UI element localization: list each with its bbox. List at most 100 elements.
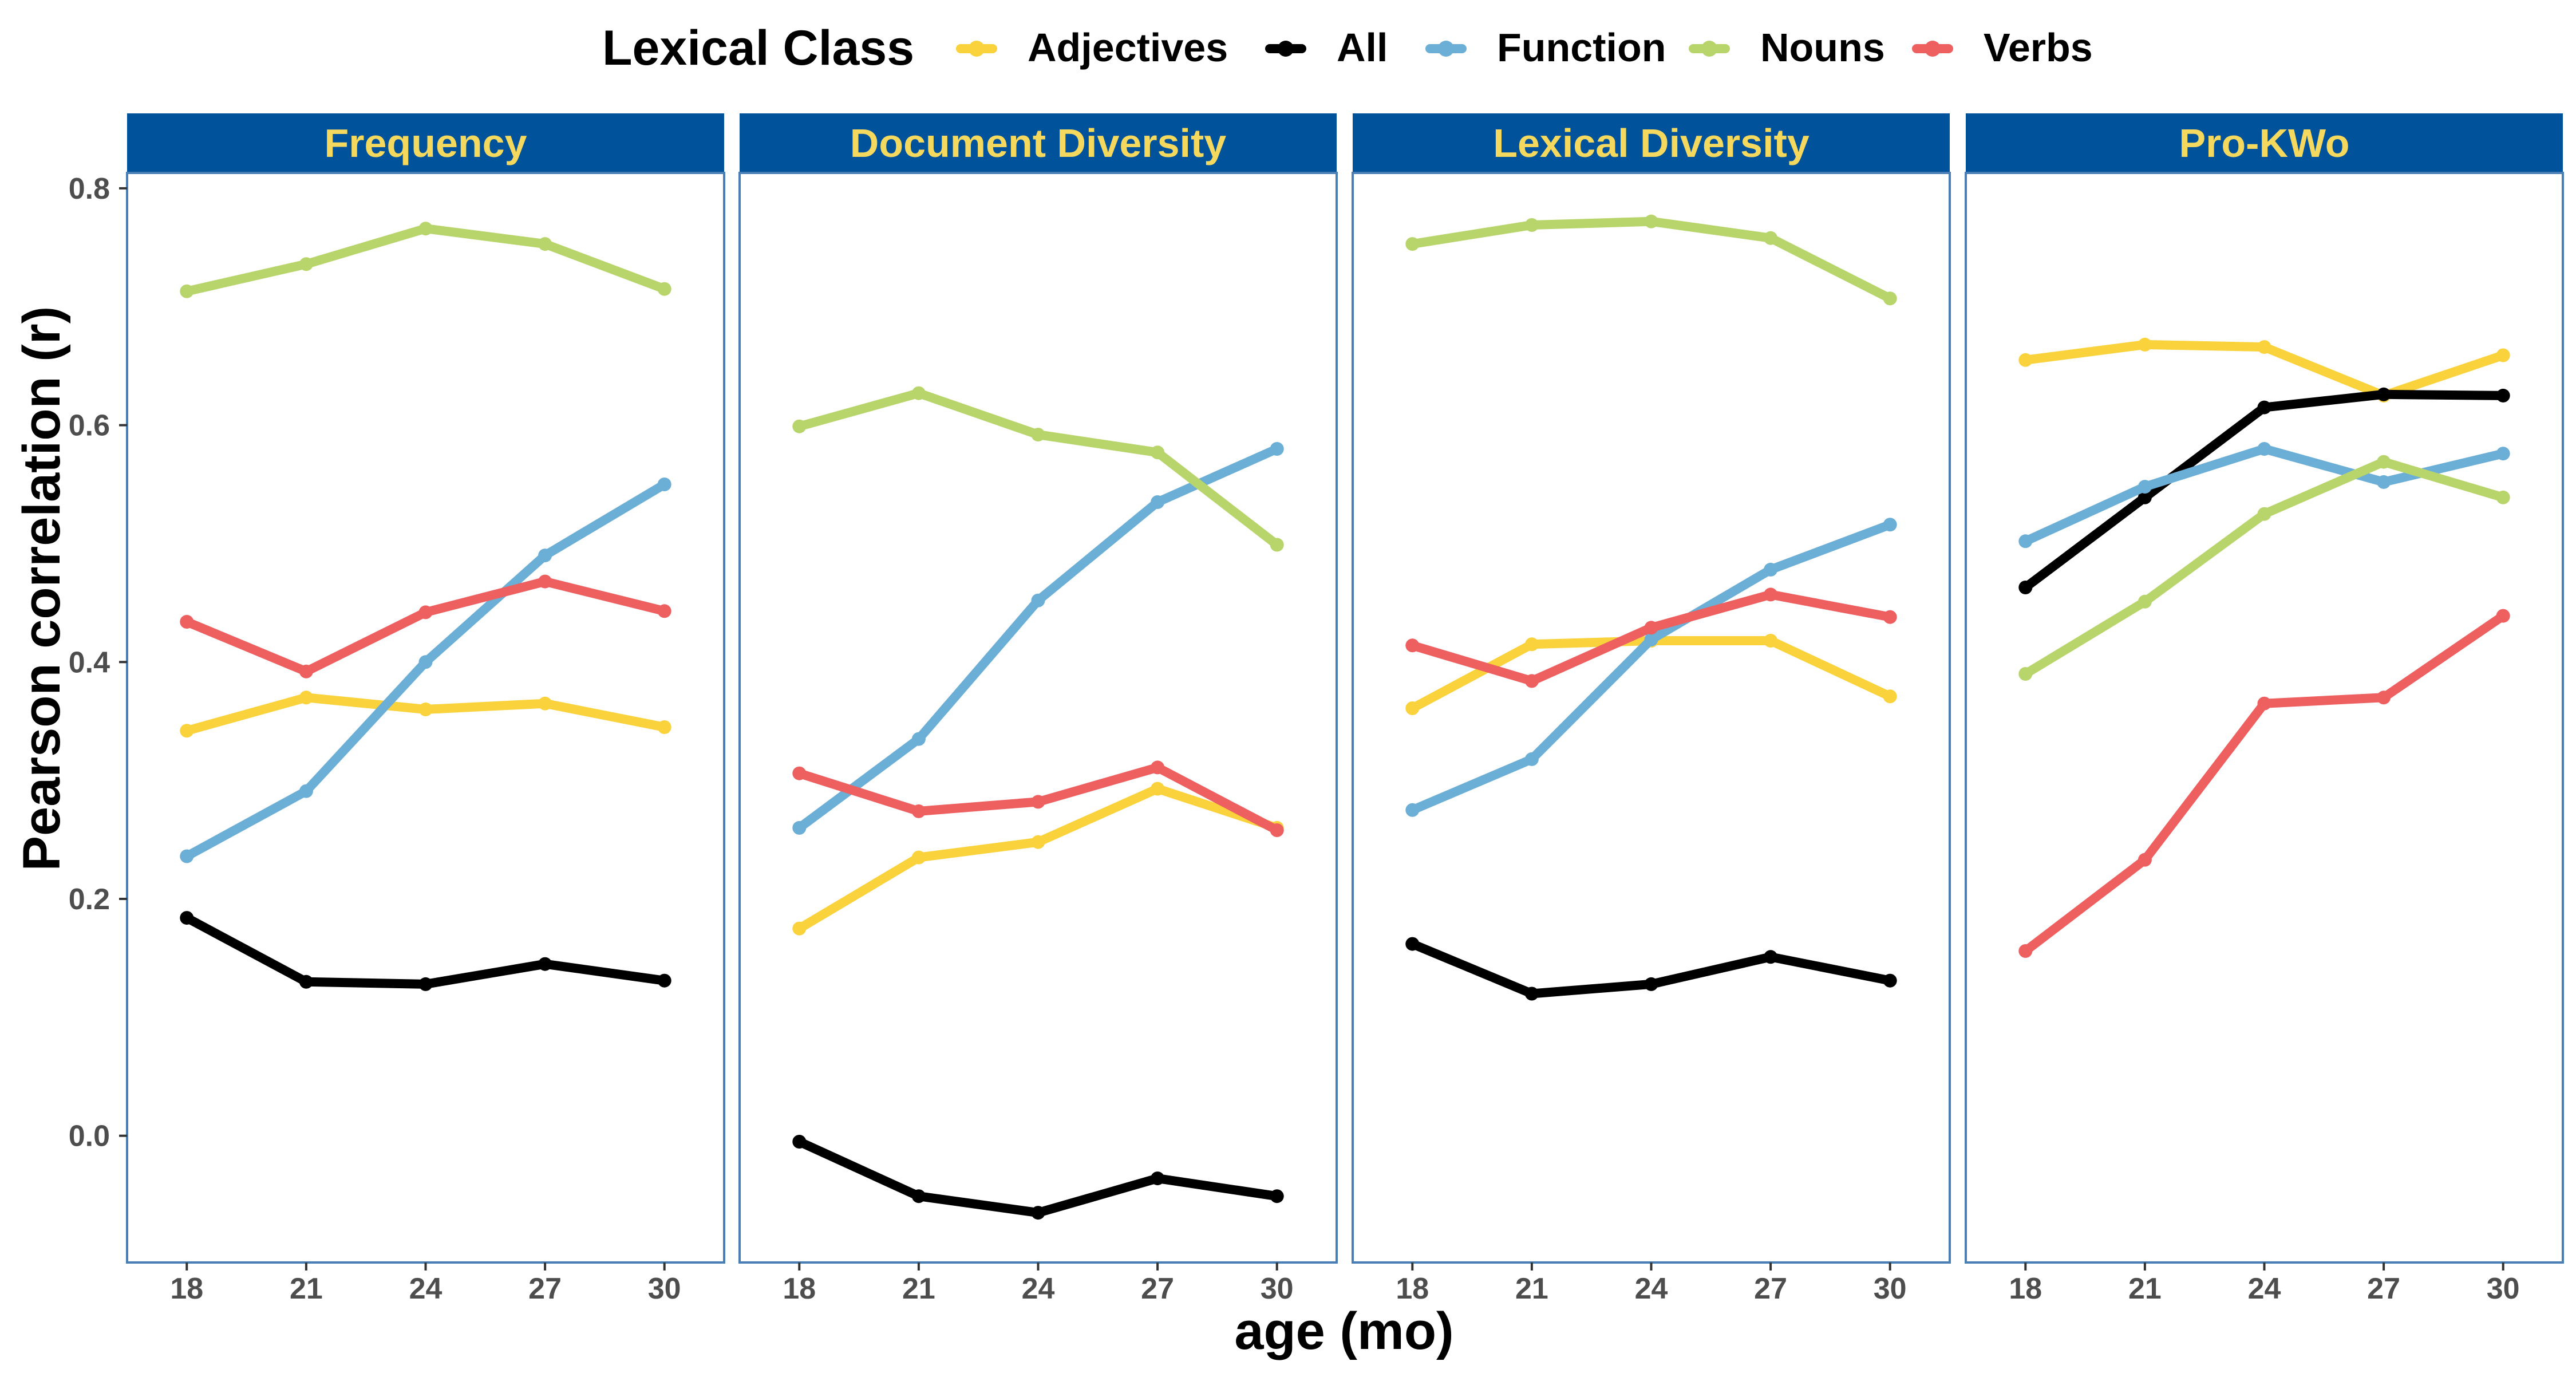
- data-point: [1270, 823, 1284, 837]
- data-point: [2257, 507, 2271, 521]
- data-point: [538, 237, 552, 251]
- data-point: [299, 664, 313, 678]
- series-line-nouns: [1408, 216, 1895, 303]
- data-point: [180, 724, 194, 738]
- x-tick-label: 21: [1515, 1272, 1548, 1305]
- series-function: [1405, 518, 1897, 817]
- data-point: [1031, 795, 1045, 809]
- x-tick-label: 30: [648, 1272, 681, 1305]
- data-point: [538, 549, 552, 563]
- series-line-adjectives: [1408, 636, 1895, 713]
- series-line-all: [795, 1137, 1282, 1218]
- data-point: [1151, 782, 1165, 796]
- data-point: [1031, 593, 1045, 607]
- data-point: [418, 977, 433, 991]
- data-point: [1524, 637, 1539, 652]
- data-point: [2018, 353, 2033, 367]
- panel-strip: [1353, 113, 1950, 173]
- series-all: [180, 911, 671, 991]
- legend-title: Lexical Class: [602, 21, 914, 76]
- series-verbs: [180, 574, 671, 678]
- series-nouns: [1405, 214, 1897, 306]
- data-point: [2257, 442, 2271, 456]
- data-point: [911, 1189, 926, 1204]
- series-all: [1405, 937, 1897, 1001]
- data-point: [1524, 674, 1539, 688]
- series-line-function: [182, 480, 669, 861]
- data-point: [2377, 475, 2391, 489]
- data-point: [657, 282, 671, 296]
- series-verbs: [792, 760, 1284, 837]
- series-nouns: [2018, 455, 2510, 681]
- data-point: [1883, 973, 1897, 988]
- data-point: [2496, 609, 2510, 623]
- data-point: [911, 732, 926, 746]
- legend: Lexical Class Adjectives All Function Nouns V…: [602, 21, 2093, 76]
- y-tick-label: 0.6: [69, 409, 110, 443]
- series-line-function: [795, 444, 1282, 832]
- data-point: [1764, 562, 1778, 577]
- data-point: [792, 419, 807, 433]
- data-point: [792, 1135, 807, 1149]
- series-line-verbs: [2021, 611, 2508, 956]
- data-point: [1151, 495, 1165, 509]
- series-line-function: [2021, 444, 2508, 546]
- data-point: [1151, 1171, 1165, 1186]
- panel-title-frequency: Frequency: [325, 121, 527, 165]
- data-point: [180, 615, 194, 629]
- y-axis: 0.0 0.2 0.4 0.6 0.8: [69, 172, 127, 1153]
- panel-pro-kwo: Pro-KWo 18 21 24 27 30: [1965, 113, 2564, 1305]
- data-point: [1031, 1206, 1045, 1220]
- legend-label-all: All: [1337, 25, 1388, 70]
- data-point: [1405, 237, 1420, 251]
- x-tick-label: 21: [902, 1272, 935, 1305]
- x-tick-label: 18: [1396, 1272, 1429, 1305]
- panel-title-lexical-diversity: Lexical Diversity: [1493, 121, 1809, 165]
- data-point: [657, 478, 671, 491]
- data-point: [2138, 337, 2152, 352]
- data-point: [418, 655, 433, 669]
- data-point: [1524, 218, 1539, 232]
- data-point: [2018, 944, 2033, 958]
- x-tick-label: 18: [783, 1272, 816, 1305]
- x-tick-label: 24: [409, 1272, 442, 1305]
- legend-key-point: [1925, 41, 1941, 57]
- y-tick-label: 0.2: [69, 883, 110, 916]
- legend-item-all: All: [1265, 25, 1388, 70]
- panels: Frequency 18 21 24 27 30 Document Diversity 18 2…: [126, 113, 2564, 1305]
- panel-border: [1965, 172, 2564, 1264]
- series-nouns: [792, 386, 1284, 552]
- data-point: [2377, 455, 2391, 469]
- series-line-all: [182, 913, 669, 989]
- x-tick-label: 30: [1874, 1272, 1907, 1305]
- data-point: [1883, 689, 1897, 704]
- panel-strip: [740, 113, 1337, 173]
- data-point: [1405, 803, 1420, 817]
- series-line-nouns: [795, 388, 1282, 550]
- panel-strip: [1966, 113, 2563, 173]
- legend-item-adjectives: Adjectives: [956, 25, 1228, 70]
- series-all: [2018, 387, 2510, 594]
- series-adjectives: [180, 691, 671, 738]
- data-point: [2138, 853, 2152, 867]
- data-point: [1883, 610, 1897, 624]
- data-point: [792, 820, 807, 835]
- panel-title-document-diversity: Document Diversity: [850, 121, 1226, 165]
- data-point: [1524, 752, 1539, 766]
- series-nouns: [180, 222, 671, 298]
- x-tick-label: 27: [1754, 1272, 1787, 1305]
- data-point: [657, 973, 671, 988]
- legend-label-function: Function: [1497, 25, 1666, 70]
- data-point: [538, 574, 552, 589]
- data-point: [911, 386, 926, 400]
- data-point: [299, 691, 313, 705]
- data-point: [1270, 1189, 1284, 1204]
- data-point: [792, 921, 807, 936]
- series-all: [792, 1135, 1284, 1220]
- legend-label-verbs: Verbs: [1984, 25, 2093, 70]
- data-point: [657, 604, 671, 618]
- data-point: [1764, 950, 1778, 964]
- x-tick-label: 21: [2128, 1272, 2162, 1305]
